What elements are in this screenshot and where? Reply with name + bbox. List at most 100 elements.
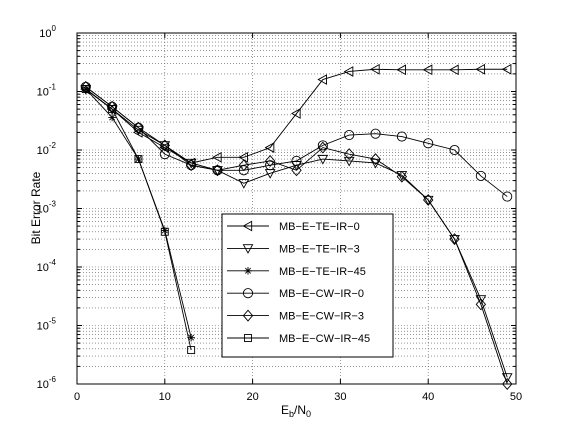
data-point xyxy=(370,153,381,166)
legend-marker xyxy=(244,267,252,275)
data-point xyxy=(108,113,116,122)
data-point xyxy=(475,63,486,75)
data-point xyxy=(501,63,512,75)
legend-item: MB−E−TE−IR−3 xyxy=(227,243,360,255)
series-6 xyxy=(81,85,196,355)
x-label-sub2: 0 xyxy=(306,409,311,419)
data-point xyxy=(291,161,302,171)
data-point xyxy=(212,166,223,176)
data-point xyxy=(369,63,380,75)
axis-ticks xyxy=(76,32,517,385)
y-tick-label: 10-2 xyxy=(37,141,57,157)
x-label-mid: /N xyxy=(294,403,306,417)
x-axis-label: Eb/N0 xyxy=(281,403,311,419)
legend-marker xyxy=(242,288,254,299)
data-point xyxy=(449,234,460,245)
legend-item: MB−E−CW−IR−0 xyxy=(227,288,364,300)
legend-label: MB−E−CW−IR−3 xyxy=(279,311,364,323)
legend-label: MB−E−CW−IR−0 xyxy=(279,288,364,300)
legend-marker xyxy=(242,220,253,232)
data-point xyxy=(212,164,223,177)
data-point xyxy=(422,64,433,76)
data-point xyxy=(449,233,460,246)
legend: MB−E−TE−IR−0 MB−E−TE−IR−3 MB−E−TE−IR−45 MB−… xyxy=(221,213,394,358)
data-point xyxy=(238,165,249,176)
data-point xyxy=(211,151,222,163)
data-point xyxy=(475,298,487,311)
y-tick-labels: 10-6 10-5 10-4 10-3 10-2 10-1 100 xyxy=(37,24,57,391)
data-point xyxy=(290,108,301,119)
series-line xyxy=(85,86,508,197)
x-tick-label: 0 xyxy=(74,391,80,403)
data-point xyxy=(475,170,486,182)
data-point xyxy=(238,151,248,163)
series-layer xyxy=(80,63,513,390)
data-point xyxy=(106,100,118,113)
data-point xyxy=(343,66,354,77)
x-tick-label: 10 xyxy=(159,391,171,403)
data-point xyxy=(159,141,171,151)
legend-item: MB−E−TE−IR−0 xyxy=(227,220,360,233)
x-label-base: E xyxy=(281,403,289,417)
data-point xyxy=(449,64,459,76)
data-point xyxy=(108,105,117,114)
data-point xyxy=(238,179,250,189)
data-point xyxy=(238,159,250,172)
data-point xyxy=(134,155,143,164)
legend-marker xyxy=(244,334,252,342)
data-point xyxy=(502,378,513,390)
x-tick-label: 40 xyxy=(422,391,434,403)
data-point xyxy=(133,121,144,134)
y-axis-label: Bit Error Rate xyxy=(29,171,43,244)
y-tick-label: 10-4 xyxy=(37,258,57,274)
x-tick-label: 20 xyxy=(246,391,258,403)
data-point xyxy=(291,164,302,177)
data-point xyxy=(317,141,329,154)
data-point xyxy=(423,138,434,149)
legend-item: MB−E−CW−IR−3 xyxy=(227,309,364,323)
legend-label: MB−E−TE−IR−3 xyxy=(279,243,360,255)
y-tick-label: 100 xyxy=(39,24,56,40)
data-point xyxy=(502,191,513,202)
legend-label: MB−E−CW−IR−45 xyxy=(279,333,370,345)
data-point xyxy=(317,74,327,85)
data-point xyxy=(159,149,170,160)
legend-box xyxy=(221,213,394,358)
data-point xyxy=(317,154,329,165)
series-line xyxy=(85,86,508,385)
data-point xyxy=(264,142,275,153)
y-tick-label: 10-5 xyxy=(37,317,57,333)
data-point xyxy=(185,159,197,172)
data-point xyxy=(423,193,434,206)
data-point xyxy=(370,128,381,139)
series-line xyxy=(85,68,508,164)
x-tick-labels: 0 10 20 30 40 50 xyxy=(74,391,522,403)
data-point xyxy=(396,131,407,142)
x-label-sub1: b xyxy=(289,409,294,419)
data-point xyxy=(264,154,276,167)
x-tick-label: 30 xyxy=(334,391,346,403)
data-point xyxy=(343,156,355,167)
data-point xyxy=(449,144,460,156)
series-line xyxy=(85,88,192,351)
data-point xyxy=(343,148,355,161)
data-point xyxy=(396,170,408,183)
data-point xyxy=(422,195,434,206)
legend-item: MB−E−TE−IR−45 xyxy=(227,266,366,278)
x-tick-label: 50 xyxy=(510,391,522,403)
y-tick-label: 10-3 xyxy=(37,200,57,216)
legend-item: MB−E−CW−IR−45 xyxy=(227,333,370,345)
y-tick-label: 10-6 xyxy=(37,375,57,391)
data-point xyxy=(160,227,169,236)
data-point xyxy=(81,85,90,94)
data-point xyxy=(159,139,170,152)
data-point xyxy=(317,140,328,151)
legend-label: MB−E−TE−IR−0 xyxy=(279,221,360,233)
legend-label: MB−E−TE−IR−45 xyxy=(279,266,366,278)
y-tick-label: 10-1 xyxy=(37,83,57,99)
data-point xyxy=(396,64,406,76)
legend-marker xyxy=(242,309,254,322)
legend-marker xyxy=(242,244,254,254)
data-point xyxy=(344,130,355,141)
